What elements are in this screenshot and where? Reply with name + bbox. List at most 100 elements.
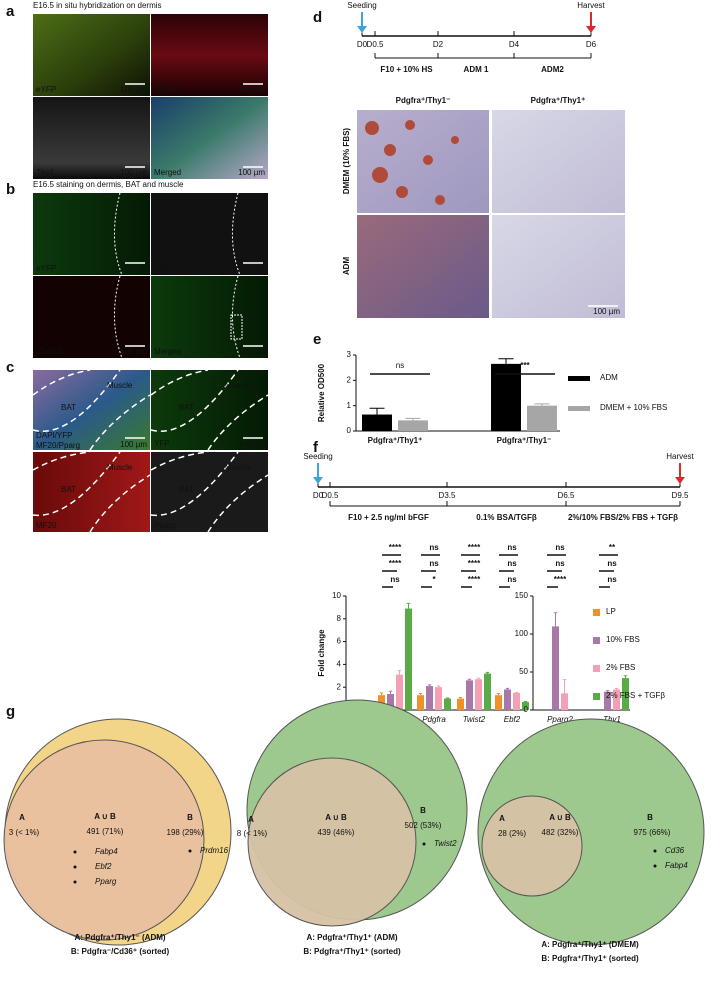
y-tick-label: 4 — [337, 660, 342, 669]
caption: B: Pdgfra⁺/Thy1⁺ (sorted) — [541, 954, 639, 963]
day-label: D0 — [313, 491, 324, 500]
y-tick-label: 2 — [337, 682, 342, 691]
harvest-arrowhead — [586, 26, 596, 33]
error-bar — [485, 671, 490, 674]
row-header: DMEM (10% FBS) — [342, 128, 351, 195]
bar — [613, 689, 620, 710]
error-bar — [614, 687, 619, 690]
boundary — [150, 451, 269, 533]
scale-label: 100 µm — [120, 264, 147, 273]
lipid-droplets — [365, 120, 459, 205]
scale-label: 100 µm — [593, 307, 620, 316]
day-label: D2 — [433, 40, 444, 49]
boundary — [232, 192, 241, 276]
set-label: A ∪ B — [94, 812, 116, 821]
count-label: 975 (66%) — [634, 828, 671, 837]
significance-label: ns — [607, 575, 617, 584]
error-bar — [369, 407, 385, 415]
error-bar — [436, 685, 441, 688]
significance-label: **** — [468, 559, 481, 568]
bar — [417, 695, 424, 710]
error-bar — [553, 612, 558, 627]
legend-label: 2% FBS — [606, 663, 635, 672]
day-label: D6.5 — [558, 491, 575, 500]
error-bar — [496, 692, 501, 696]
error-bar — [562, 679, 567, 694]
channel-label: Pdgfra — [154, 85, 178, 94]
channel-label: eYFP — [36, 264, 57, 273]
legend-swatch — [568, 376, 590, 381]
day-label: D6 — [586, 40, 597, 49]
set-a-circle — [247, 757, 417, 927]
seeding-label: Seeding — [303, 452, 332, 461]
channel-label: Thy1 — [36, 168, 54, 177]
significance-label: ** — [609, 543, 616, 552]
legend-swatch — [593, 665, 600, 672]
bar — [362, 414, 392, 431]
channel-label: Merged — [154, 347, 181, 356]
error-bar — [498, 358, 514, 364]
channel-label: YFP — [154, 439, 170, 448]
scale-label: 100 µm — [120, 347, 147, 356]
harvest-label: Harvest — [666, 452, 694, 461]
channel-label: Merged — [154, 168, 181, 177]
legend-swatch — [593, 637, 600, 644]
error-bar — [388, 690, 393, 695]
gene-label: Prdm16 — [200, 846, 229, 855]
significance-label: **** — [389, 543, 402, 552]
phase-label: 2%/10% FBS/2% FBS + TGFβ — [568, 513, 678, 522]
significance-label: ns — [507, 575, 517, 584]
legend-label: ADM — [600, 373, 618, 382]
bar — [398, 420, 428, 431]
y-tick-label: 0 — [347, 426, 352, 435]
panel-label: a — [6, 3, 15, 20]
image — [151, 97, 268, 179]
bar — [435, 687, 442, 710]
scale-label: 100 µm — [238, 264, 265, 273]
seeding-arrowhead — [313, 477, 323, 484]
significance-label: ns — [429, 543, 439, 552]
y-axis-title: Relative OD500 — [317, 363, 326, 422]
bar — [522, 702, 529, 710]
image — [151, 276, 268, 358]
significance-label: ns — [390, 575, 400, 584]
scale-label: 100 µm — [238, 440, 265, 449]
bar — [495, 695, 502, 710]
legend-label: LP — [606, 607, 616, 616]
phase-label: F10 + 10% HS — [380, 65, 433, 74]
day-label: D9.5 — [672, 491, 689, 500]
significance-label: ns — [555, 559, 565, 568]
bar — [527, 405, 557, 431]
caption: A: Pdgfra⁺/Thy1⁺ (DMEM) — [541, 940, 639, 949]
bullet — [73, 880, 77, 884]
bar — [426, 686, 433, 710]
count-label: 8 (< 1%) — [237, 829, 268, 838]
y-tick-label: 2 — [347, 375, 352, 384]
legend-label: DMEM + 10% FBS — [600, 403, 667, 412]
day-label: D3.5 — [439, 491, 456, 500]
panel-label: d — [313, 9, 322, 26]
x-tick-label: Ebf2 — [504, 715, 521, 724]
x-tick-label: Pdgfra — [422, 715, 446, 724]
boundary — [114, 192, 123, 276]
x-tick-label: Twist2 — [463, 715, 486, 724]
region-label: Muscle — [225, 463, 251, 472]
y-tick-label: 3 — [347, 350, 352, 359]
x-tick-label: Pparg2 — [547, 715, 573, 724]
bar — [466, 680, 473, 710]
bar — [561, 693, 568, 710]
image — [151, 452, 268, 532]
boundary — [114, 275, 123, 359]
set-label: A — [19, 813, 25, 822]
y-axis-title: Fold change — [317, 629, 326, 677]
bar — [396, 674, 403, 710]
panel-title: E16.5 staining on dermis, BAT and muscle — [33, 180, 184, 189]
image — [33, 97, 150, 179]
day-label: D0.5 — [322, 491, 339, 500]
significance-label: **** — [554, 575, 567, 584]
error-bar — [605, 690, 610, 692]
set-label: A ∪ B — [549, 813, 571, 822]
error-bar — [445, 697, 450, 699]
bar — [491, 363, 521, 431]
count-label: 482 (32%) — [542, 828, 579, 837]
